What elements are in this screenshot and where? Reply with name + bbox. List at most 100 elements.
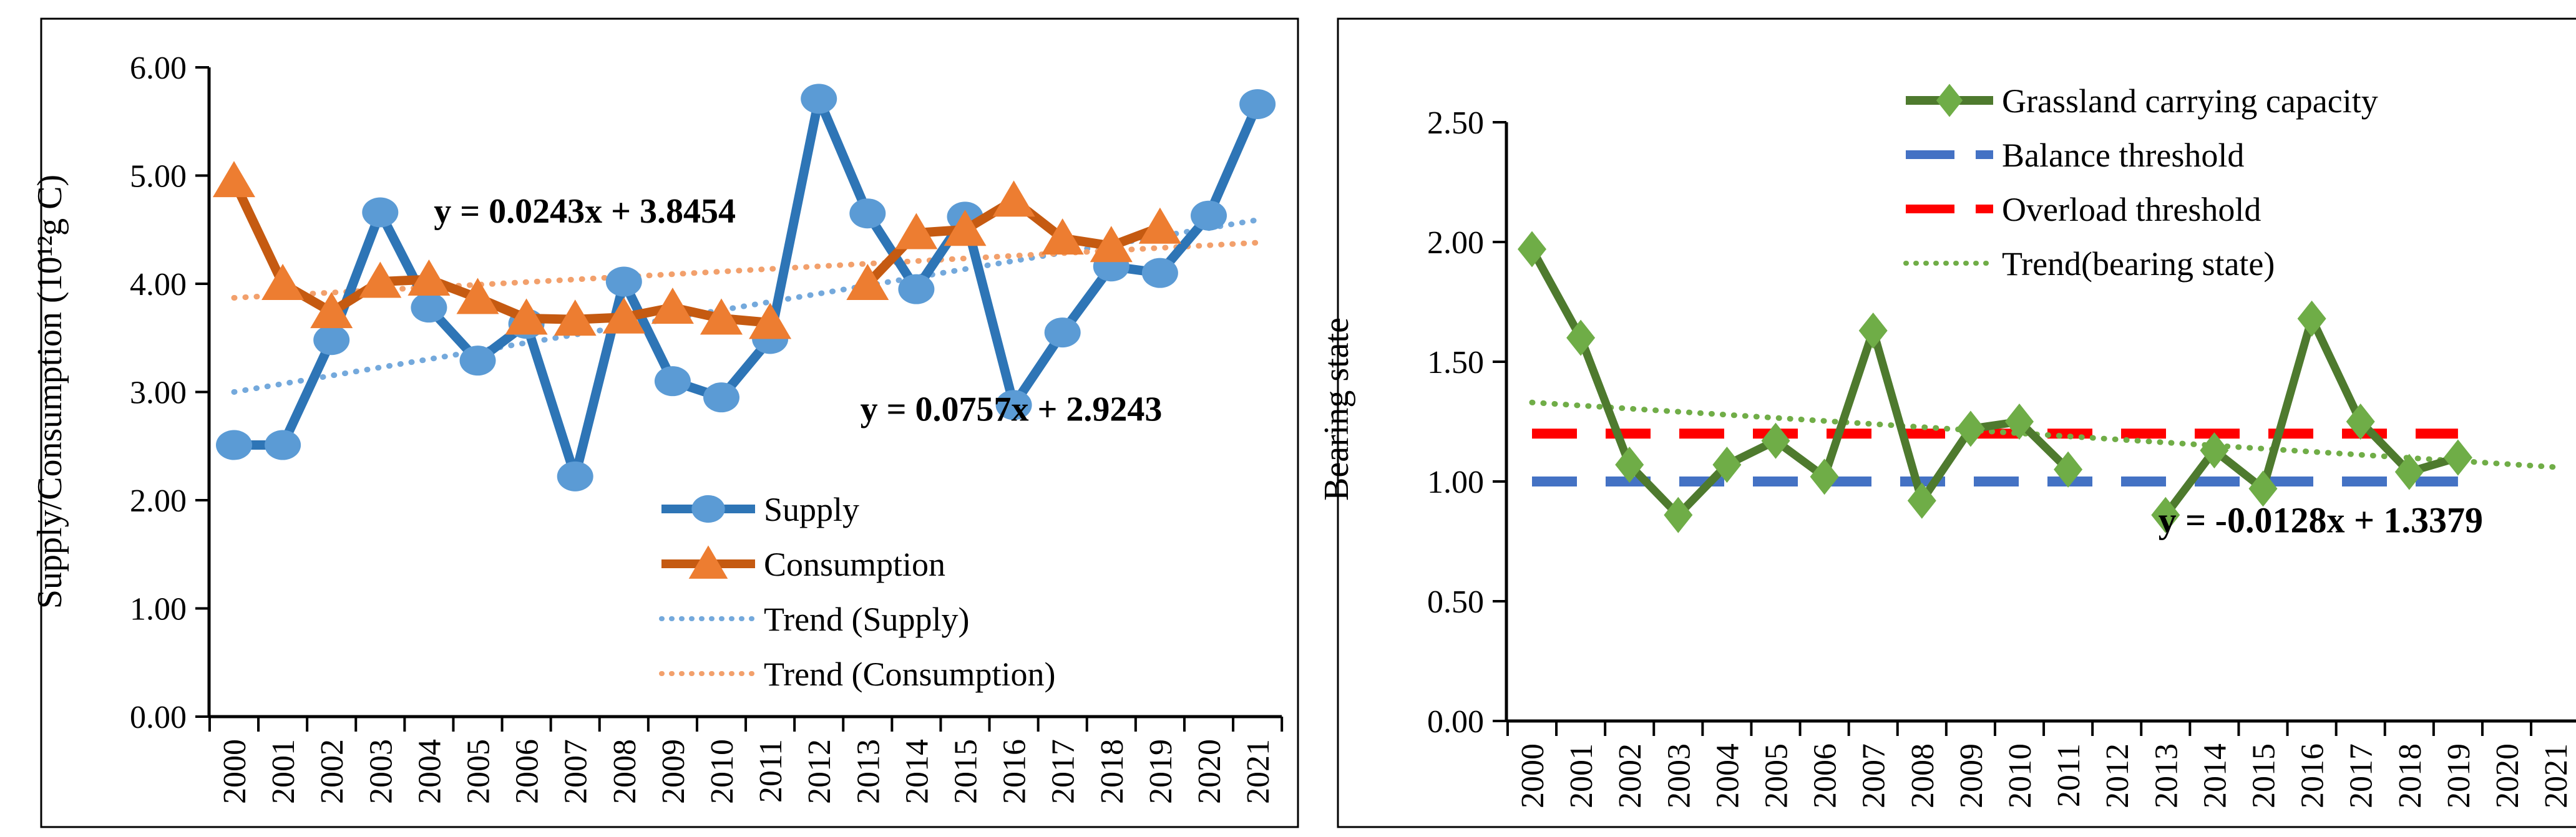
consumption-marker [992, 180, 1035, 217]
year-label: 2017 [1046, 739, 1081, 804]
year-label: 2009 [656, 739, 691, 804]
legend-grassland-carrying-capacity-marker [1936, 84, 1963, 117]
supply-marker [703, 382, 739, 413]
year-label: 2013 [2149, 743, 2184, 808]
grassland-carrying-capacity-marker [2394, 453, 2424, 490]
consumption-marker [1090, 226, 1133, 263]
y-tick-label: 3.00 [130, 375, 187, 411]
bearing-state-chart: 0.00 0.50 1.00 1.50 2.00 2.50 2000 2001 2002 2003… [1313, 10, 2576, 837]
consumption-marker [944, 210, 987, 246]
bearing-trend-equation: y = -0.0128x + 1.3379 [2159, 500, 2483, 540]
legend-overload-threshold: Overload threshold [1906, 191, 2261, 228]
supply-marker [1191, 200, 1227, 231]
year-label: 2018 [2393, 743, 2428, 808]
grassland-carrying-capacity-marker [1810, 458, 1839, 495]
legend-balance-threshold: Balance threshold [1906, 137, 2244, 174]
consumption-marker [749, 302, 792, 339]
trend-consumption--line [231, 239, 1261, 301]
year-label: 2019 [2441, 743, 2477, 808]
y-tick-label: 0.00 [130, 700, 187, 735]
year-label: 2010 [705, 739, 740, 804]
supply-marker [1141, 258, 1178, 288]
grassland-carrying-capacity-marker [2200, 432, 2229, 469]
year-label: 2013 [851, 739, 886, 804]
legend-grassland-carrying-capacity-label: Grassland carrying capacity [2002, 82, 2378, 120]
consumption-marker [651, 288, 694, 324]
grassland-carrying-capacity-marker [1518, 231, 1546, 268]
legend-trend-bearing-state--label: Trend(bearing state) [2002, 245, 2275, 283]
y-axis-title: Bearing state [1317, 317, 1356, 501]
consumption-marker [213, 161, 255, 198]
legend-supply-marker [691, 495, 725, 523]
consumption-marker [895, 213, 938, 249]
grassland-carrying-capacity-marker [1907, 482, 1936, 519]
legend-overload-threshold-label: Overload threshold [2002, 191, 2261, 228]
legend-supply-label: Supply [764, 491, 859, 528]
year-label: 2005 [461, 739, 497, 804]
y-tick-label: 2.50 [1427, 105, 1484, 141]
year-label: 2009 [1954, 743, 1989, 808]
supply-trend-equation: y = 0.0757x + 2.9243 [861, 390, 1163, 429]
year-label: 2015 [949, 739, 984, 804]
y-tick-label: 5.00 [130, 159, 187, 195]
grassland-carrying-capacity-marker [1664, 496, 1693, 533]
supply-marker [411, 293, 447, 323]
grassland-carrying-capacity-marker [1712, 447, 1742, 483]
year-label: 2000 [1515, 743, 1551, 808]
year-label: 2015 [2247, 743, 2282, 808]
grassland-carrying-capacity-marker [2054, 451, 2083, 488]
supply-marker [362, 197, 399, 228]
year-label: 2001 [266, 739, 301, 804]
legend-trend-consumption-: Trend (Consumption) [659, 656, 1056, 693]
year-label: 2021 [2539, 743, 2574, 808]
supply-marker [654, 366, 691, 397]
consumption-marker [1138, 207, 1181, 244]
supply-line [229, 94, 1262, 481]
year-label: 2018 [1095, 739, 1130, 804]
year-label: 2004 [412, 739, 447, 804]
legend-consumption: Consumption [661, 545, 945, 583]
grassland-carrying-capacity-marker [2151, 496, 2180, 533]
consumption-marker [1041, 218, 1084, 255]
grassland-carrying-capacity-marker [1615, 447, 1644, 483]
year-label: 2005 [1759, 743, 1795, 808]
consumption-marker [407, 259, 451, 296]
supply-marker [459, 346, 496, 376]
supply-marker [801, 84, 837, 114]
year-label: 2003 [1661, 743, 1697, 808]
year-label: 2012 [802, 739, 837, 804]
consumption-marker [310, 292, 353, 329]
year-label: 2019 [1143, 739, 1179, 804]
year-label: 2002 [1612, 743, 1648, 808]
year-label: 2006 [1808, 743, 1843, 808]
y-tick-label: 1.00 [130, 592, 187, 627]
year-label: 2000 [217, 739, 253, 804]
year-label: 2021 [1241, 739, 1276, 804]
grassland-carrying-capacity-marker [1858, 312, 1888, 349]
consumption-marker [505, 298, 548, 335]
year-label: 2007 [559, 739, 594, 804]
year-label: 2006 [510, 739, 545, 804]
y-tick-label: 2.00 [1427, 225, 1484, 261]
grassland-carrying-capacity-marker [2346, 404, 2375, 440]
bearing-state-plot: 0.00 0.50 1.00 1.50 2.00 2.50 2000 2001 2002 2003… [1317, 17, 2576, 828]
year-label: 2004 [1710, 743, 1745, 808]
year-label: 2014 [899, 739, 935, 804]
legend-supply: Supply [661, 491, 859, 528]
legend-consumption-label: Consumption [764, 546, 945, 583]
year-label: 2002 [315, 739, 350, 804]
year-label: 2011 [2051, 743, 2087, 807]
year-label: 2020 [2490, 743, 2525, 808]
legend-grassland-carrying-capacity: Grassland carrying capacity [1906, 82, 2378, 120]
grassland-carrying-capacity-marker [1956, 410, 1985, 447]
legend-balance-threshold-label: Balance threshold [2002, 137, 2244, 174]
grassland-carrying-capacity-marker [2297, 300, 2326, 337]
y-tick-label: 1.50 [1427, 345, 1484, 380]
supply-marker [313, 325, 350, 356]
legend-trend-supply--label: Trend (Supply) [764, 601, 970, 638]
grassland-carrying-capacity-marker [2443, 439, 2472, 476]
supply-consumption-chart: 0.00 1.00 2.00 3.00 4.00 5.00 6.00 2000 2001 2002… [25, 10, 1313, 837]
grassland-carrying-capacity-marker [2248, 470, 2278, 507]
y-tick-label: 2.00 [130, 483, 187, 519]
consumption-marker [456, 278, 499, 314]
